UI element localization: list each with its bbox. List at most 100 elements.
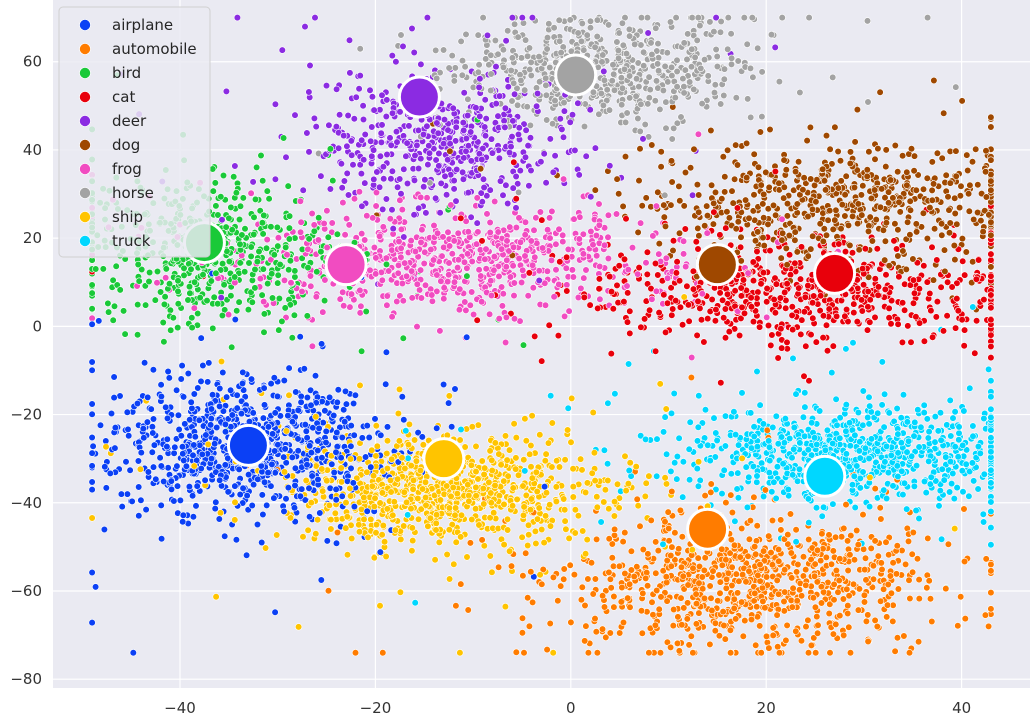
- point-frog: [372, 202, 380, 210]
- point-deer: [382, 195, 391, 203]
- point-airplane: [149, 463, 158, 471]
- point-airplane: [135, 483, 143, 491]
- point-ship: [632, 463, 640, 471]
- point-cat: [882, 271, 890, 279]
- point-bird: [256, 207, 264, 215]
- point-deer: [423, 14, 432, 22]
- point-truck: [931, 438, 939, 446]
- point-ship: [338, 478, 346, 486]
- point-automobile: [944, 540, 953, 548]
- point-dog: [728, 187, 736, 195]
- point-automobile: [700, 594, 709, 603]
- point-truck: [865, 393, 873, 401]
- point-truck: [987, 405, 995, 413]
- point-deer: [551, 152, 559, 160]
- point-automobile: [908, 568, 917, 576]
- point-automobile: [577, 596, 586, 604]
- point-dog: [751, 237, 760, 245]
- point-deer: [467, 157, 475, 165]
- point-automobile: [783, 621, 791, 630]
- point-cat: [861, 245, 870, 253]
- point-automobile: [786, 510, 795, 518]
- point-dog: [836, 157, 845, 165]
- point-dog: [923, 174, 931, 182]
- point-automobile: [877, 515, 885, 523]
- point-cat: [885, 314, 893, 322]
- point-ship: [527, 463, 535, 471]
- point-deer: [459, 175, 468, 183]
- point-dog: [841, 191, 849, 199]
- point-automobile: [636, 522, 644, 530]
- point-automobile: [689, 649, 697, 657]
- point-automobile: [761, 604, 769, 612]
- point-bird: [239, 194, 247, 202]
- point-truck: [603, 460, 612, 468]
- point-truck: [808, 419, 816, 427]
- point-cat: [850, 300, 858, 308]
- point-dog: [764, 220, 772, 228]
- point-automobile: [745, 567, 753, 575]
- point-cat: [749, 318, 758, 326]
- point-horse: [663, 49, 671, 57]
- point-dog: [769, 201, 778, 209]
- point-automobile: [644, 550, 652, 558]
- point-bird: [286, 212, 294, 220]
- point-bird: [188, 314, 196, 322]
- point-dog: [806, 123, 815, 131]
- point-automobile: [871, 616, 879, 625]
- point-airplane: [245, 471, 253, 479]
- point-horse: [864, 98, 872, 106]
- point-bird: [210, 293, 218, 301]
- point-automobile: [864, 611, 872, 619]
- point-ship: [656, 380, 664, 388]
- point-airplane: [107, 409, 116, 418]
- point-ship: [589, 408, 597, 417]
- point-frog: [543, 226, 552, 234]
- point-airplane: [110, 373, 118, 381]
- point-ship: [343, 551, 352, 559]
- point-dog: [854, 220, 862, 228]
- point-horse: [513, 101, 522, 109]
- point-dog: [912, 228, 921, 236]
- point-horse: [712, 45, 720, 54]
- point-automobile: [706, 640, 714, 649]
- point-automobile: [742, 578, 750, 586]
- point-truck: [969, 303, 977, 311]
- point-cat: [667, 284, 675, 292]
- point-dog: [660, 213, 668, 221]
- point-deer: [440, 115, 449, 124]
- point-ship: [694, 458, 703, 466]
- point-frog: [466, 301, 474, 309]
- point-airplane: [167, 485, 176, 494]
- point-horse: [599, 101, 608, 109]
- point-horse: [597, 89, 605, 98]
- point-automobile: [654, 546, 662, 555]
- point-truck: [624, 360, 633, 368]
- point-cat: [673, 258, 681, 266]
- point-ship: [593, 503, 601, 511]
- point-truck: [686, 418, 694, 426]
- point-automobile: [840, 524, 848, 533]
- point-dog: [634, 228, 642, 236]
- point-cat: [717, 379, 725, 387]
- point-horse: [677, 113, 685, 121]
- point-cat: [689, 285, 698, 293]
- point-cat: [987, 354, 995, 362]
- point-ship: [231, 516, 239, 524]
- point-automobile: [525, 622, 534, 630]
- point-automobile: [735, 577, 743, 585]
- point-deer: [771, 43, 779, 52]
- point-deer: [502, 37, 510, 45]
- point-truck: [845, 419, 854, 427]
- point-automobile: [745, 535, 754, 543]
- point-deer: [359, 115, 368, 124]
- point-automobile: [738, 570, 747, 579]
- point-horse: [593, 16, 602, 24]
- point-airplane: [358, 434, 366, 442]
- point-horse: [504, 27, 512, 35]
- point-frog: [495, 315, 503, 323]
- point-ship: [600, 498, 608, 506]
- point-cat: [871, 275, 879, 283]
- point-horse: [749, 73, 757, 81]
- point-airplane: [259, 414, 268, 422]
